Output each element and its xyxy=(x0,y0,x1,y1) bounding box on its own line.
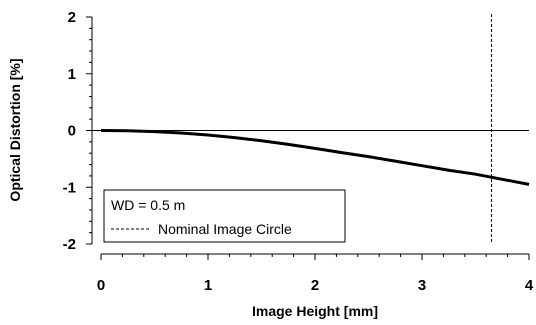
y-tick-label: 0 xyxy=(68,123,76,140)
legend-box xyxy=(103,189,346,243)
series-layer xyxy=(100,129,530,186)
y-tick-label: -2 xyxy=(63,236,76,253)
legend-title: WD = 0.5 m xyxy=(111,197,185,213)
legend: WD = 0.5 m Nominal Image Circle xyxy=(103,189,346,243)
x-tick-label: 4 xyxy=(525,277,534,294)
y-tick-label: 2 xyxy=(68,9,76,26)
y-axis-label: Optical Distortion [%] xyxy=(7,58,23,201)
legend-entry-label: Nominal Image Circle xyxy=(158,221,292,237)
x-axis-label: Image Height [mm] xyxy=(252,303,378,319)
x-tick-label: 0 xyxy=(97,277,105,294)
distortion-curve xyxy=(100,129,530,186)
x-tick-label: 1 xyxy=(204,277,212,294)
y-tick-label: 1 xyxy=(68,66,76,83)
x-tick-label: 2 xyxy=(311,277,319,294)
y-tick-label: -1 xyxy=(63,179,76,196)
ticks: 2 1 0 -1 -2 0 1 2 3 4 xyxy=(63,9,534,294)
x-tick-label: 3 xyxy=(418,277,426,294)
